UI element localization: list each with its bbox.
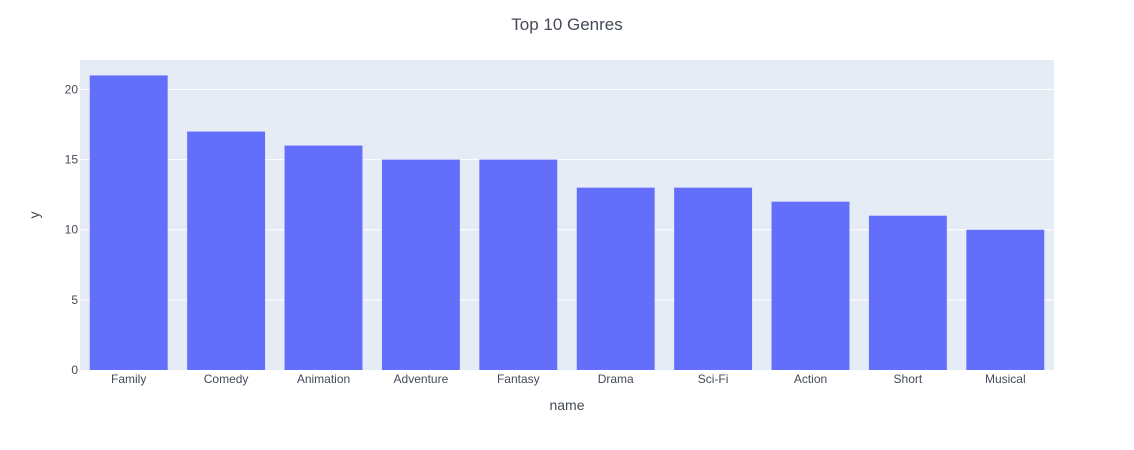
bars xyxy=(89,75,1045,370)
chart-title: Top 10 Genres xyxy=(511,15,623,34)
bar-action xyxy=(771,201,850,370)
bar-fantasy xyxy=(479,159,558,370)
bar-musical xyxy=(966,229,1045,370)
bar-short xyxy=(868,215,947,370)
x-tick-label: Sci-Fi xyxy=(698,372,729,386)
x-tick-label: Drama xyxy=(598,372,634,386)
y-tick-label: 10 xyxy=(65,223,79,237)
x-tick-label: Fantasy xyxy=(497,372,540,386)
y-tick-label: 0 xyxy=(71,363,78,377)
bar-sci-fi xyxy=(674,187,753,370)
y-axis-label: y xyxy=(26,212,42,219)
x-tick-labels: Family Comedy Animation Adventure Fantasy Dra… xyxy=(111,372,1026,386)
x-tick-label: Short xyxy=(894,372,923,386)
x-tick-label: Adventure xyxy=(394,372,449,386)
bar-comedy xyxy=(187,131,266,370)
x-tick-label: Family xyxy=(111,372,146,386)
y-tick-label: 20 xyxy=(65,82,79,96)
x-tick-label: Musical xyxy=(985,372,1026,386)
y-tick-label: 5 xyxy=(71,293,78,307)
bar-animation xyxy=(284,145,363,370)
y-tick-labels: 0 5 10 15 20 xyxy=(65,82,79,377)
x-axis-label: name xyxy=(549,397,584,413)
x-tick-label: Animation xyxy=(297,372,350,386)
y-tick-label: 15 xyxy=(65,153,79,167)
bar-adventure xyxy=(381,159,460,370)
x-tick-label: Comedy xyxy=(204,372,249,386)
bar-family xyxy=(89,75,168,370)
x-tick-label: Action xyxy=(794,372,827,386)
bar-drama xyxy=(576,187,655,370)
